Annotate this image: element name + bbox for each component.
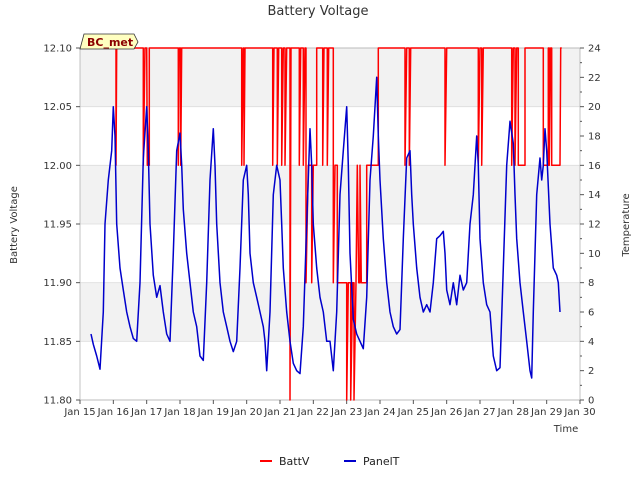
- station-tag-box: [79, 33, 139, 50]
- y2-tick-label: 6: [588, 308, 594, 319]
- y2-tick-label: 4: [588, 337, 594, 348]
- y-tick-label: 12.00: [43, 161, 72, 172]
- legend-label-battv: BattV: [279, 455, 310, 468]
- x-tick-label: Jan 20: [230, 407, 262, 418]
- legend-label-panelt: PanelT: [363, 455, 400, 468]
- y2-axis-title: Temperature: [621, 193, 632, 257]
- y-tick-label: 11.90: [43, 278, 72, 289]
- y2-tick-label: 22: [588, 73, 601, 84]
- y2-tick-label: 0: [588, 396, 594, 407]
- y2-tick-label: 12: [588, 220, 601, 231]
- x-tick-label: Jan 21: [263, 407, 295, 418]
- x-tick-label: Jan 17: [130, 407, 162, 418]
- x-tick-label: Jan 16: [97, 407, 129, 418]
- series-group: [90, 47, 562, 401]
- x-tick-label: Jan 29: [530, 407, 562, 418]
- legend: BattV PanelT: [260, 455, 400, 468]
- x-tick-label: Jan 26: [430, 407, 462, 418]
- chart-title: Battery Voltage: [267, 4, 368, 19]
- x-tick-label: Jan 25: [397, 407, 429, 418]
- station-tag: BC_met: [79, 33, 139, 50]
- x-tick-label: Jan 19: [197, 407, 229, 418]
- x-tick-label: Jan 22: [297, 407, 329, 418]
- x-tick-label: Jan 18: [163, 407, 195, 418]
- y-tick-label: 11.85: [43, 337, 72, 348]
- grid-band: [80, 341, 580, 400]
- y2-tick-label: 10: [588, 249, 601, 260]
- y-tick-label: 11.95: [43, 220, 72, 231]
- series-line-panelt: [90, 76, 561, 379]
- x-tick-label: Jan 23: [330, 407, 362, 418]
- x-tick-label: Jan 27: [463, 407, 495, 418]
- grid-band: [80, 106, 580, 166]
- grid-bands: [80, 47, 580, 401]
- y2-tick-label: 16: [588, 161, 601, 172]
- y2-tick-label: 8: [588, 278, 594, 289]
- y2-tick-label: 24: [588, 44, 601, 55]
- y2-tick-label: 20: [588, 102, 601, 113]
- grid-band: [80, 224, 580, 283]
- y2-tick-label: 14: [588, 190, 601, 201]
- series-line-battv: [113, 47, 562, 401]
- y2-tick-label: 18: [588, 132, 601, 143]
- y-axis-title: Battery Voltage: [9, 186, 20, 264]
- grid-band: [80, 165, 580, 224]
- y-axis-left: 11.80 11.85 11.90 11.95 12.00 12.05 12.10: [43, 44, 80, 407]
- x-tick-label: Jan 28: [497, 407, 529, 418]
- x-tick-label: Jan 24: [363, 407, 395, 418]
- x-tick-label: Jan 15: [63, 407, 95, 418]
- station-tag-label: BC_met: [87, 36, 133, 49]
- y-tick-label: 12.10: [43, 44, 72, 55]
- grid-band: [80, 48, 580, 107]
- y-tick-label: 11.80: [43, 396, 72, 407]
- x-axis: Jan 15 Jan 16 Jan 17 Jan 18 Jan 19 Jan 20 Jan …: [63, 400, 596, 418]
- y2-tick-label: 2: [588, 366, 594, 377]
- x-axis-title: Time: [553, 424, 578, 435]
- x-tick-label: Jan 30: [563, 407, 595, 418]
- grid-band: [80, 282, 580, 342]
- y-tick-label: 12.05: [43, 102, 72, 113]
